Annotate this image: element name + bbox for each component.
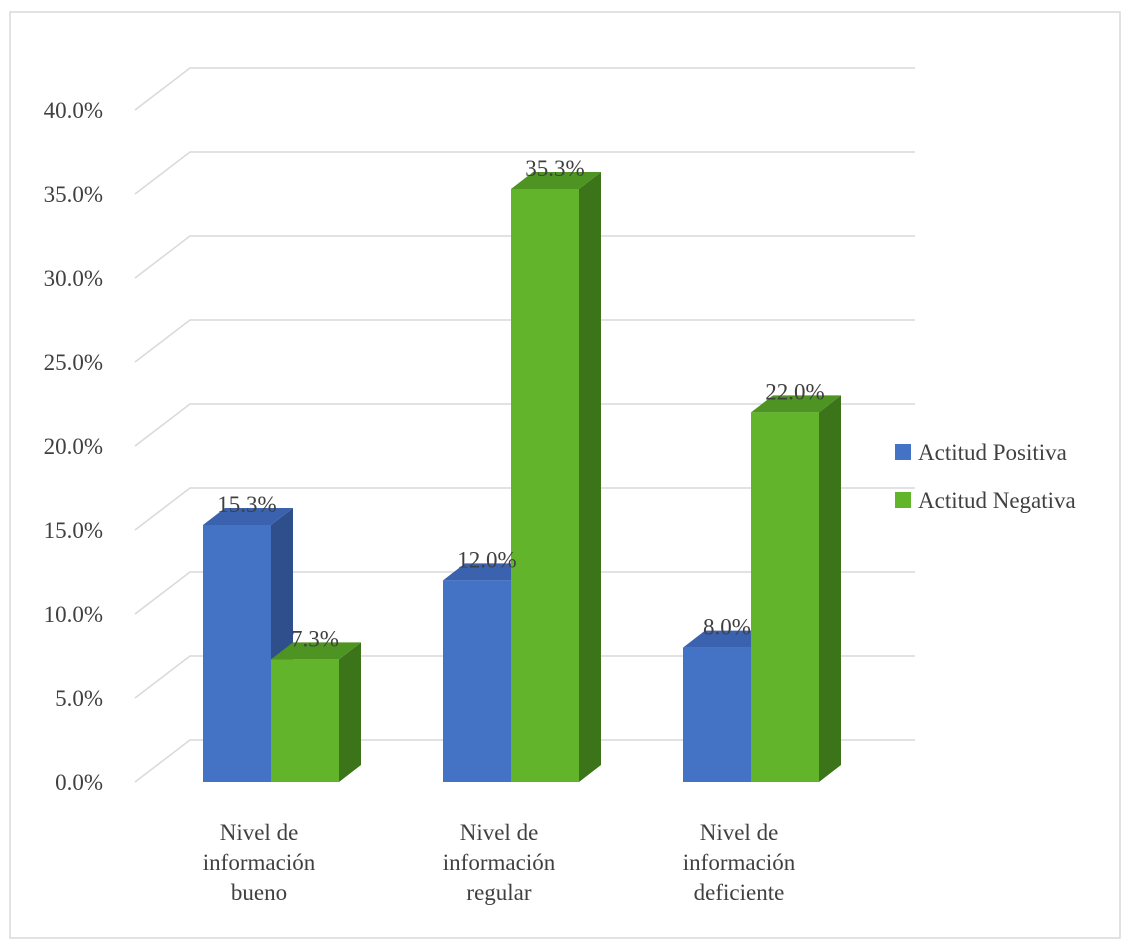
bar-front	[443, 580, 511, 782]
category-label: Nivel de información bueno	[203, 820, 316, 905]
y-tick-label: 25.0%	[44, 350, 103, 375]
data-label: 7.3%	[291, 626, 339, 651]
y-tick-label: 5.0%	[55, 686, 103, 711]
bar-top	[683, 630, 773, 648]
gridline	[134, 319, 915, 363]
legend-label: Actitud Negativa	[918, 488, 1076, 513]
y-tick-label: 10.0%	[44, 602, 103, 627]
bar-top	[203, 507, 293, 525]
legend-label: Actitud Positiva	[918, 440, 1067, 465]
y-tick-label: 40.0%	[44, 98, 103, 123]
data-label: 12.0%	[457, 547, 516, 572]
data-label: 8.0%	[703, 615, 751, 640]
legend-swatch	[895, 492, 911, 508]
y-tick-label: 35.0%	[44, 182, 103, 207]
gridline	[134, 151, 915, 195]
bar	[203, 507, 293, 782]
gridline	[134, 487, 915, 531]
bar-front	[511, 188, 579, 782]
gridline	[134, 739, 915, 783]
legend: Actitud Positiva Actitud Negativa	[895, 440, 1076, 513]
bar-front	[751, 412, 819, 782]
y-tick-label: 15.0%	[44, 518, 103, 543]
legend-swatch	[895, 444, 911, 460]
bar-front	[271, 659, 339, 782]
bar-top	[511, 171, 601, 189]
bar-front	[203, 524, 271, 782]
bar-side	[339, 642, 361, 782]
category-label: Nivel de información regular	[443, 820, 556, 905]
y-axis-ticks: 0.0% 5.0% 10.0% 15.0% 20.0% 25.0% 30.0% 35.0% 40…	[44, 98, 103, 795]
bar	[271, 642, 361, 782]
bar-top	[443, 563, 533, 581]
gridline	[134, 235, 915, 279]
y-tick-label: 30.0%	[44, 266, 103, 291]
gridlines	[134, 67, 915, 783]
bar	[511, 171, 601, 782]
bar-top	[271, 642, 361, 660]
gridline	[134, 655, 915, 699]
bar-side	[819, 395, 841, 782]
gridline	[134, 67, 915, 111]
bar-front	[683, 647, 751, 782]
bar-side	[579, 171, 601, 782]
data-label: 22.0%	[765, 379, 824, 404]
category-label: Nivel de información deficiente	[683, 820, 796, 905]
category-labels: Nivel de información bueno Nivel de informac…	[203, 820, 796, 905]
y-tick-label: 20.0%	[44, 434, 103, 459]
gridline	[134, 571, 915, 615]
gridline	[134, 403, 915, 447]
data-label: 15.3%	[217, 492, 276, 517]
y-tick-label: 0.0%	[55, 770, 103, 795]
data-labels: 15.3% 7.3% 12.0% 35.3% 8.0% 22.0%	[217, 156, 824, 651]
bars	[203, 171, 841, 782]
bar-top	[751, 395, 841, 413]
data-label: 35.3%	[525, 156, 584, 181]
bar	[751, 395, 841, 782]
